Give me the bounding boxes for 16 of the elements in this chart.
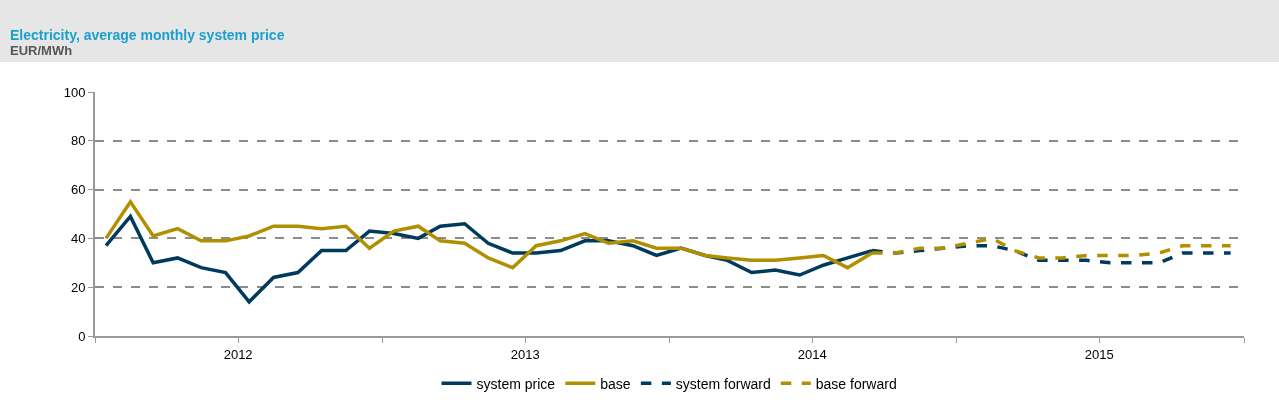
x-tick-label: 2012 (223, 346, 253, 362)
y-tick-label: 60 (70, 182, 86, 198)
legend-label: base (600, 375, 631, 392)
x-tick-label: 2013 (510, 346, 540, 362)
legend-label: system forward (675, 375, 771, 392)
y-tick-label: 80 (70, 133, 86, 149)
y-tick-label: 20 (70, 279, 86, 295)
y-tick-label: 0 (78, 328, 86, 344)
x-tick-label: 2014 (797, 346, 827, 362)
y-tick-label: 40 (70, 230, 86, 246)
legend-label: system price (476, 375, 556, 392)
legend-label: base forward (815, 375, 897, 392)
chart-title: Electricity, average monthly system price (10, 27, 286, 43)
chart-subtitle: EUR/MWh (10, 43, 74, 59)
x-tick-label: 2015 (1084, 346, 1114, 362)
y-tick-label: 100 (63, 84, 86, 100)
